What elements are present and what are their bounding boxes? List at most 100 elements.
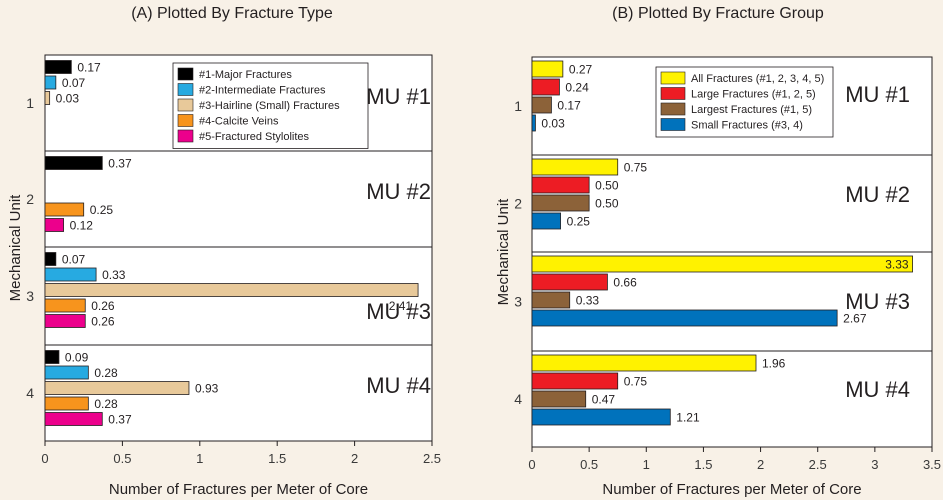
x-axis-label: Number of Fractures per Meter of Core: [109, 481, 368, 498]
legend-swatch: [177, 114, 194, 127]
bar: [531, 354, 757, 372]
x-tick-label: 3.5: [923, 457, 941, 472]
data-label: 0.33: [102, 268, 126, 282]
legend: [172, 62, 369, 149]
bar: [44, 252, 57, 266]
unit-label: MU #1: [845, 82, 910, 107]
unit-label: MU #2: [845, 182, 910, 207]
x-tick-label: 2: [351, 451, 358, 466]
chart-a: (A) Plotted By Fracture Type 0 0.5 1 1.5 2 2.5…: [7, 5, 441, 498]
data-label: 1.21: [676, 411, 700, 425]
x-tick-label: 0.5: [113, 451, 131, 466]
y-tick-label: 1: [514, 98, 522, 114]
chart-title: (B) Plotted By Fracture Group: [612, 5, 824, 22]
x-tick-label: 1.5: [268, 451, 286, 466]
x-tick-label: 2.5: [423, 451, 441, 466]
legend-entry: #2-Intermediate Fractures: [199, 85, 326, 97]
data-label: 0.75: [624, 161, 648, 175]
bar: [531, 212, 561, 230]
x-tick-label: 1.5: [694, 457, 712, 472]
y-tick-label: 1: [26, 95, 34, 111]
x-axis-label: Number of Fractures per Meter of Core: [602, 481, 861, 498]
legend-entry: Small Fractures (#3, 4): [691, 120, 803, 132]
bar: [531, 390, 587, 408]
unit-label: MU #3: [366, 299, 431, 324]
data-label: 0.75: [624, 375, 648, 389]
legend-swatch: [177, 129, 194, 143]
data-label: 0.66: [613, 276, 637, 290]
bar: [44, 91, 51, 105]
legend-swatch: [660, 102, 686, 116]
x-tick-label: 1: [196, 451, 203, 466]
data-label: 0.28: [94, 397, 118, 411]
bar: [44, 267, 97, 282]
bar: [531, 158, 619, 176]
data-label: 0.26: [91, 299, 115, 313]
chart-b: (B) Plotted By Fracture Group 0 0.5 1 1.5 2 2.…: [495, 5, 941, 498]
data-label: 0.26: [91, 315, 115, 329]
data-label: 0.25: [90, 203, 114, 217]
x-tick-label: 2.5: [809, 457, 827, 472]
legend-swatch: [660, 71, 686, 85]
bar: [44, 156, 103, 170]
data-label: 2.41: [389, 299, 413, 313]
bar: [44, 396, 89, 411]
bar: [531, 255, 913, 273]
data-label: 0.17: [77, 61, 101, 75]
data-label: 0.47: [592, 393, 616, 407]
data-label: 0.17: [557, 99, 581, 113]
bar: [44, 202, 85, 217]
x-tick-label: 0.5: [580, 457, 598, 472]
bar: [531, 194, 590, 212]
data-label: 1.96: [762, 357, 786, 371]
x-tick-label: 1: [643, 457, 650, 472]
legend-entry: #3-Hairline (Small) Fractures: [199, 100, 340, 112]
data-label: 0.25: [567, 215, 591, 229]
x-tick-label: 0: [528, 457, 535, 472]
data-label: 0.12: [70, 219, 94, 233]
y-tick-label: 4: [26, 385, 34, 401]
legend-entry: #1-Major Fractures: [199, 69, 292, 81]
bar: [531, 372, 619, 390]
y-tick-label: 2: [26, 191, 34, 207]
data-label: 0.24: [565, 81, 589, 95]
x-tick-label: 2: [757, 457, 764, 472]
chart-title: (A) Plotted By Fracture Type: [131, 5, 333, 22]
legend-swatch: [177, 83, 194, 96]
unit-label: MU #4: [845, 377, 910, 402]
bar: [531, 96, 552, 114]
unit-label: MU #1: [366, 84, 431, 109]
data-label: 2.67: [843, 312, 867, 326]
y-tick-label: 4: [514, 391, 522, 407]
y-axis-label: Mechanical Unit: [495, 198, 512, 306]
legend: [655, 66, 834, 138]
bar: [531, 291, 571, 309]
data-label: 0.37: [108, 157, 132, 171]
bar: [531, 408, 671, 426]
bar: [44, 75, 57, 90]
legend-entry: #5-Fractured Stylolites: [199, 131, 310, 143]
bar: [44, 350, 60, 364]
bar: [44, 283, 419, 297]
legend-entry: #4-Calcite Veins: [199, 116, 279, 128]
x-tick-label: 3: [871, 457, 878, 472]
legend-swatch: [177, 67, 194, 81]
legend-entry: Large Fractures (#1, 2, 5): [691, 89, 816, 101]
data-label: 0.07: [62, 76, 86, 90]
bar: [531, 309, 838, 327]
y-axis-label: Mechanical Unit: [7, 194, 24, 302]
data-label: 0.27: [569, 63, 593, 77]
data-label: 0.33: [576, 294, 600, 308]
bar: [531, 78, 560, 96]
bar: [531, 60, 564, 78]
data-label: 3.33: [885, 258, 909, 272]
bar: [44, 381, 190, 395]
bar: [44, 298, 86, 313]
unit-label: MU #3: [845, 289, 910, 314]
data-label: 0.28: [94, 366, 118, 380]
legend-swatch: [660, 118, 686, 131]
y-tick-label: 2: [514, 196, 522, 212]
data-label: 0.03: [541, 117, 565, 131]
